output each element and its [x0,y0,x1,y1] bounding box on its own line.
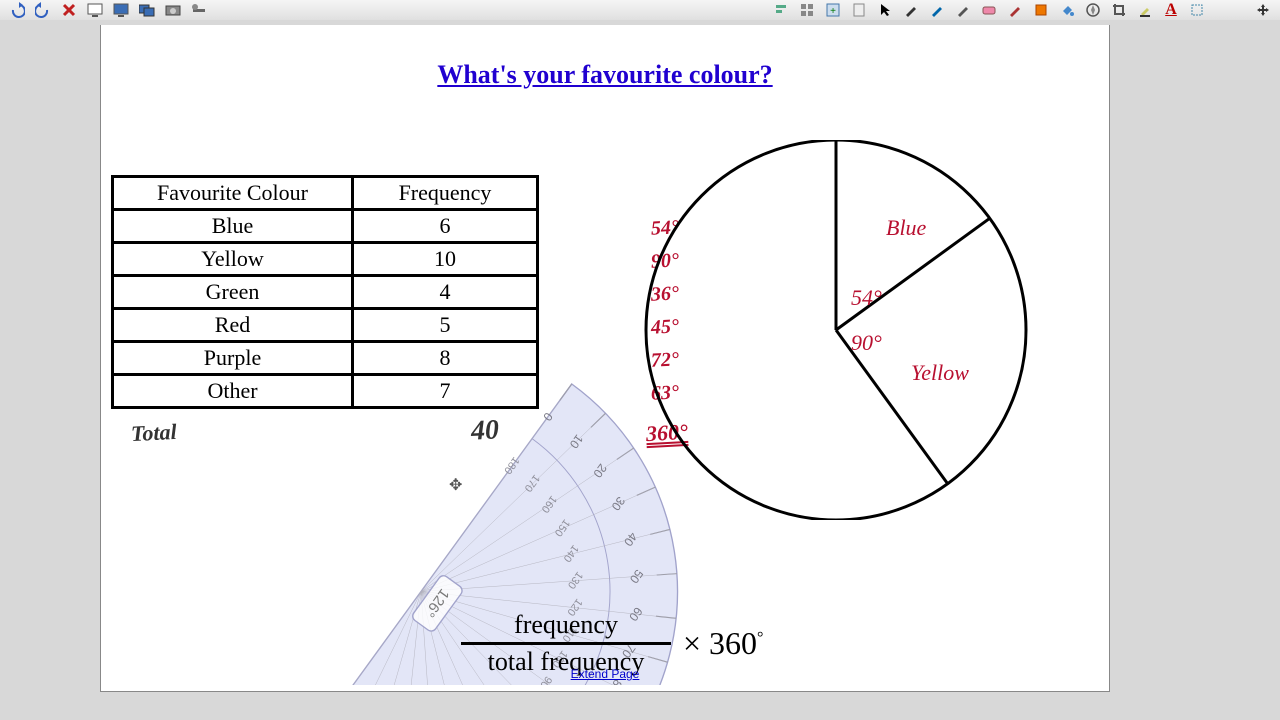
table-row: Blue6 [113,210,538,243]
table-row: Other7 [113,375,538,408]
delete-icon[interactable] [60,1,78,19]
cell-freq: 4 [353,276,538,309]
display-icon[interactable] [112,1,130,19]
svg-text:50: 50 [627,567,646,586]
redo-icon[interactable] [34,1,52,19]
highlight-icon[interactable] [1136,1,1154,19]
svg-text:180: 180 [501,454,521,476]
table-row: Red5 [113,309,538,342]
cell-freq: 10 [353,243,538,276]
page-icon[interactable] [850,1,868,19]
svg-text:150: 150 [552,517,572,539]
text-icon[interactable]: A [1162,1,1180,19]
shape-icon[interactable] [1032,1,1050,19]
pen-icon[interactable] [902,1,920,19]
svg-text:160: 160 [539,493,559,515]
cell-freq: 5 [353,309,538,342]
undo-icon[interactable] [8,1,26,19]
insert-icon[interactable]: + [824,1,842,19]
svg-text:40: 40 [621,530,640,549]
cell-colour: Red [113,309,353,342]
pie-label: Yellow [911,360,969,385]
page-title: What's your favourite colour? [437,60,772,90]
fill-icon[interactable] [1058,1,1076,19]
svg-text:30: 30 [609,494,628,513]
whiteboard-canvas: What's your favourite colour? Favourite … [100,25,1110,692]
tool-icon[interactable] [190,1,208,19]
extend-page-link[interactable]: Extend Page [571,667,640,681]
pie-label: 90° [851,330,882,355]
pen4-icon[interactable] [1006,1,1024,19]
pie-label: 54° [851,285,882,310]
sel-icon[interactable] [1188,1,1206,19]
cell-colour: Green [113,276,353,309]
svg-text:140: 140 [561,543,581,565]
screen-icon[interactable] [86,1,104,19]
table-row: Purple8 [113,342,538,375]
col-colour-header: Favourite Colour [113,177,353,210]
col-freq-header: Frequency [353,177,538,210]
table-row: Green4 [113,276,538,309]
pie-label: Blue [886,215,927,240]
frequency-table: Favourite Colour Frequency Blue6Yellow10… [111,175,539,409]
svg-text:+: + [830,6,836,17]
cell-colour: Blue [113,210,353,243]
pen2-icon[interactable] [928,1,946,19]
crop-icon[interactable] [1110,1,1128,19]
cell-freq: 7 [353,375,538,408]
svg-text:20: 20 [590,461,609,480]
eraser-icon[interactable] [980,1,998,19]
svg-text:0: 0 [540,410,555,424]
cell-colour: Yellow [113,243,353,276]
cell-freq: 8 [353,342,538,375]
pen3-icon[interactable] [954,1,972,19]
move-icon[interactable] [1254,1,1272,19]
grid-icon[interactable] [798,1,816,19]
svg-text:130: 130 [565,569,585,591]
cell-freq: 6 [353,210,538,243]
table-row: Yellow10 [113,243,538,276]
svg-text:170: 170 [522,472,542,494]
total-label: Total [130,419,177,447]
cursor-icon[interactable] [876,1,894,19]
cell-colour: Other [113,375,353,408]
formula-numerator: frequency [514,610,618,640]
formula-multiplier: × 360° [683,625,763,662]
svg-text:126°: 126° [421,585,452,619]
svg-text:10: 10 [567,432,586,451]
total-value: 40 [470,414,500,447]
pie-chart: Blue 54° 90° Yellow [636,140,1036,520]
camera-icon[interactable] [164,1,182,19]
compass-icon[interactable] [1084,1,1102,19]
cell-colour: Purple [113,342,353,375]
move-cursor-icon: ✥ [449,475,462,495]
windows-icon[interactable] [138,1,156,19]
align-icon[interactable] [772,1,790,19]
app-toolbar: + A [0,0,1280,20]
